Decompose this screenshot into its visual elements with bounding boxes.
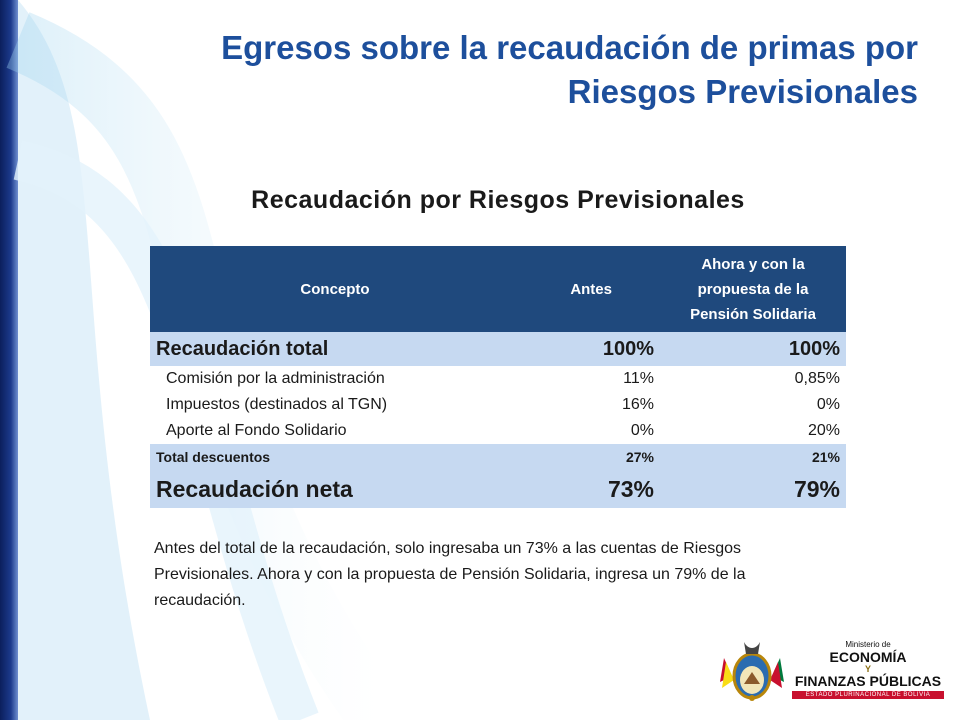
recaudacion-table: Concepto Antes Ahora y con la propuesta … bbox=[150, 246, 846, 508]
table-heading: Recaudación por Riesgos Previsionales bbox=[251, 186, 745, 214]
row-value-antes: 0% bbox=[520, 418, 660, 444]
ministry-text: Ministerio de ECONOMÍA Y FINANZAS PÚBLIC… bbox=[792, 640, 944, 699]
column-header-ahora-line-1: Ahora y con la bbox=[701, 255, 805, 273]
table-row-comision: Comisión por la administración 11% 0,85% bbox=[150, 366, 846, 392]
table-row-impuestos: Impuestos (destinados al TGN) 16% 0% bbox=[150, 392, 846, 418]
row-label: Aporte al Fondo Solidario bbox=[150, 418, 520, 444]
column-header-ahora-line-2: propuesta de la bbox=[697, 280, 809, 298]
page-title-line-1: Egresos sobre la recaudación de primas p… bbox=[221, 29, 918, 66]
column-header-concepto: Concepto bbox=[150, 246, 520, 332]
table-row-total-descuentos: Total descuentos 27% 21% bbox=[150, 444, 846, 470]
row-value-ahora: 79% bbox=[660, 470, 846, 508]
row-value-ahora: 0,85% bbox=[660, 366, 846, 392]
row-value-antes: 100% bbox=[520, 332, 660, 366]
column-header-ahora-line-3: Pensión Solidaria bbox=[690, 305, 816, 323]
row-value-antes: 73% bbox=[520, 470, 660, 508]
ministry-logo: Ministerio de ECONOMÍA Y FINANZAS PÚBLIC… bbox=[718, 636, 948, 712]
page-title-line-2: Riesgos Previsionales bbox=[567, 73, 918, 110]
row-value-antes: 27% bbox=[520, 444, 660, 470]
logo-ministerio: Ministerio de bbox=[845, 640, 891, 649]
table-row-aporte-fondo: Aporte al Fondo Solidario 0% 20% bbox=[150, 418, 846, 444]
row-value-ahora: 100% bbox=[660, 332, 846, 366]
row-label: Recaudación total bbox=[150, 332, 520, 366]
logo-economia: ECONOMÍA bbox=[829, 649, 907, 665]
explanatory-note: Antes del total de la recaudación, solo … bbox=[154, 540, 746, 609]
table-row-recaudacion-total: Recaudación total 100% 100% bbox=[150, 332, 846, 366]
bolivia-coat-of-arms-icon bbox=[720, 642, 784, 701]
logo-finanzas: FINANZAS PÚBLICAS bbox=[794, 673, 942, 689]
table-row-recaudacion-neta: Recaudación neta 73% 79% bbox=[150, 470, 846, 508]
logo-y: Y bbox=[864, 664, 871, 674]
row-label: Impuestos (destinados al TGN) bbox=[150, 392, 520, 418]
row-label: Recaudación neta bbox=[150, 470, 520, 508]
row-label: Comisión por la administración bbox=[150, 366, 520, 392]
row-value-antes: 16% bbox=[520, 392, 660, 418]
row-label: Total descuentos bbox=[150, 444, 520, 470]
row-value-antes: 11% bbox=[520, 366, 660, 392]
left-decorative-band bbox=[0, 0, 18, 720]
column-header-ahora: Ahora y con la propuesta de la Pensión S… bbox=[660, 246, 846, 332]
column-header-antes: Antes bbox=[520, 246, 660, 332]
table-header-row: Concepto Antes Ahora y con la propuesta … bbox=[150, 246, 846, 332]
logo-estado: ESTADO PLURINACIONAL DE BOLIVIA bbox=[792, 691, 944, 699]
row-value-ahora: 21% bbox=[660, 444, 846, 470]
page-title: Egresos sobre la recaudación de primas p… bbox=[118, 26, 918, 114]
row-value-ahora: 0% bbox=[660, 392, 846, 418]
row-value-ahora: 20% bbox=[660, 418, 846, 444]
